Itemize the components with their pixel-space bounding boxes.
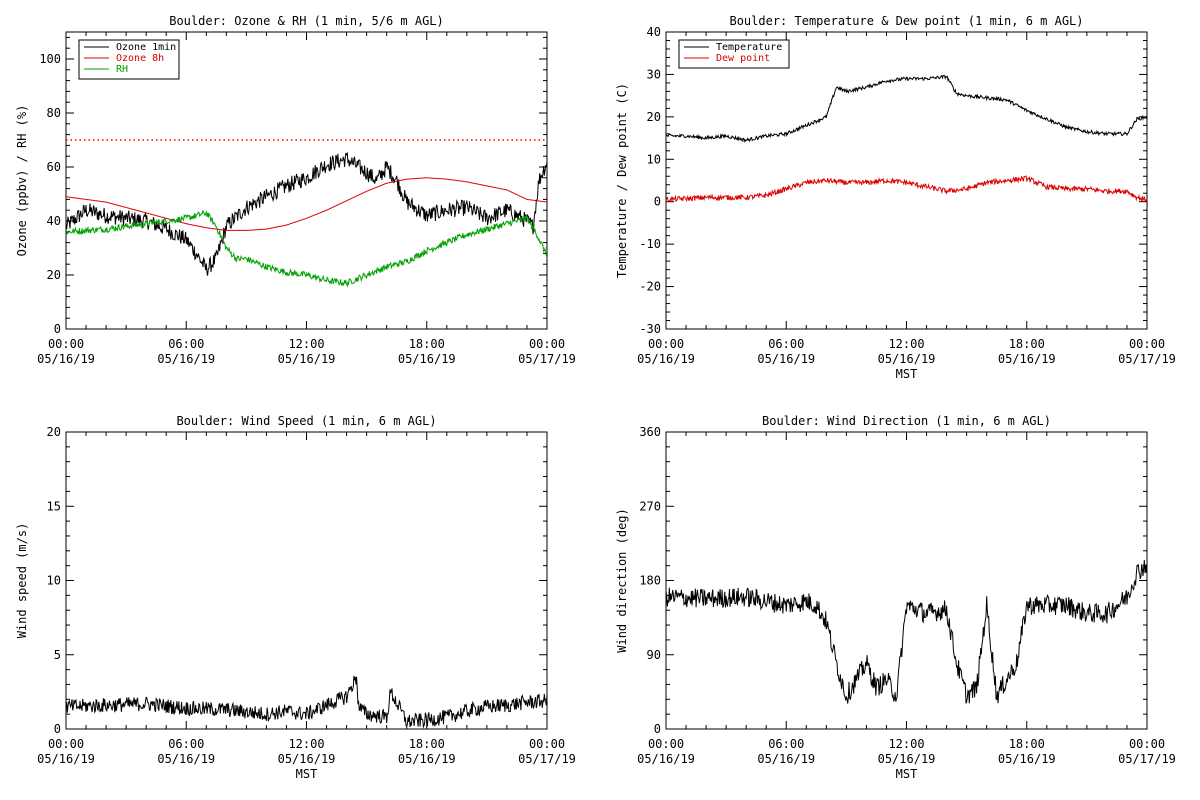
legend-entry: Temperature [716,42,782,53]
y-axis-label: Ozone (ppbv) / RH (%) [15,105,29,257]
x-tick-label-date: 05/16/19 [157,752,215,766]
x-tick-label-date: 05/16/19 [398,752,456,766]
x-tick-label-time: 00:00 [648,737,684,751]
x-tick-label-date: 05/16/19 [637,352,695,366]
chart-title: Boulder: Ozone & RH (1 min, 5/6 m AGL) [169,14,444,28]
x-tick-label-date: 05/16/19 [278,352,336,366]
x-tick-label-time: 12:00 [888,737,924,751]
x-tick-label-time: 00:00 [529,737,565,751]
chart-panel-3: Boulder: Wind Speed (1 min, 6 m AGL) 0 5 10… [15,414,576,781]
x-tick-label-date: 05/17/19 [1118,352,1176,366]
x-tick-label-time: 12:00 [888,337,924,351]
legend-entry: Ozone 8h [116,53,164,64]
x-tick-label-date: 05/16/19 [37,752,95,766]
y-tick-label: 30 [647,67,661,81]
x-tick-label-date: 05/16/19 [878,352,936,366]
series-line-2 [666,175,1147,203]
x-tick-label-time: 00:00 [529,337,565,351]
x-tick-label-time: 00:00 [648,337,684,351]
x-tick-label-time: 00:00 [48,737,84,751]
x-tick-label-date: 05/17/19 [518,752,576,766]
chart-panel-2: Boulder: Temperature & Dew point (1 min,… [615,14,1176,381]
y-tick-label: 10 [647,152,661,166]
x-tick-label-date: 05/16/19 [757,752,815,766]
x-tick-label-time: 18:00 [1009,337,1045,351]
chart-title: Boulder: Temperature & Dew point (1 min,… [729,14,1083,28]
y-tick-label: 80 [47,106,61,120]
x-tick-label-time: 12:00 [288,737,324,751]
y-tick-label: 40 [647,25,661,39]
x-tick-label-time: 06:00 [168,337,204,351]
x-tick-label-time: 06:00 [768,337,804,351]
y-axis-label: Temperature / Dew point (C) [615,83,629,278]
y-tick-label: 20 [47,425,61,439]
y-tick-label: 40 [47,214,61,228]
y-tick-label: 100 [39,52,61,66]
x-tick-label-date: 05/16/19 [398,352,456,366]
y-tick-label: 270 [639,499,661,513]
legend-entry: Ozone 1min [116,42,176,53]
y-axis-label: Wind direction (deg) [615,508,629,653]
x-axis-label: MST [896,367,918,381]
y-tick-label: 10 [47,574,61,588]
y-tick-label: 15 [47,499,61,513]
x-tick-label-time: 00:00 [48,337,84,351]
chart-panel-1: Boulder: Ozone & RH (1 min, 5/6 m AGL) 0 2… [15,14,576,366]
x-tick-label-date: 05/16/19 [998,752,1056,766]
series-line-1 [66,151,547,276]
x-tick-label-time: 18:00 [409,737,445,751]
y-tick-label: 180 [639,574,661,588]
x-tick-label-date: 05/17/19 [1118,752,1176,766]
legend-entry: Dew point [716,53,770,64]
series-line-2 [66,177,547,231]
x-axis-label: MST [296,767,318,781]
chart-title: Boulder: Wind Direction (1 min, 6 m AGL) [762,414,1051,428]
y-tick-label: -20 [639,280,661,294]
x-tick-label-date: 05/17/19 [518,352,576,366]
series-line-1 [666,74,1147,144]
y-tick-label: 0 [54,722,61,736]
x-tick-label-time: 06:00 [768,737,804,751]
y-tick-label: 0 [654,722,661,736]
chart-panel-4: Boulder: Wind Direction (1 min, 6 m AGL)… [615,414,1176,781]
series-line-1 [666,559,1147,704]
legend-entry: RH [116,64,128,75]
y-tick-label: 60 [47,160,61,174]
y-tick-label: 360 [639,425,661,439]
y-axis-label: Wind speed (m/s) [15,523,29,639]
y-tick-label: 20 [647,110,661,124]
y-tick-label: -30 [639,322,661,336]
y-tick-label: 0 [54,322,61,336]
y-tick-label: 90 [647,648,661,662]
series-line-1 [66,675,547,729]
chart-title: Boulder: Wind Speed (1 min, 6 m AGL) [176,414,436,428]
plot-frame [65,431,548,730]
x-tick-label-date: 05/16/19 [998,352,1056,366]
y-tick-label: -10 [639,237,661,251]
x-tick-label-date: 05/16/19 [157,352,215,366]
x-tick-label-time: 18:00 [409,337,445,351]
x-tick-label-time: 00:00 [1129,337,1165,351]
y-tick-label: 20 [47,268,61,282]
legend-box [678,39,790,69]
x-tick-label-date: 05/16/19 [637,752,695,766]
y-tick-label: 5 [54,648,61,662]
y-tick-label: 0 [654,195,661,209]
x-tick-label-time: 18:00 [1009,737,1045,751]
x-tick-label-date: 05/16/19 [278,752,336,766]
x-tick-label-date: 05/16/19 [37,352,95,366]
x-tick-label-time: 12:00 [288,337,324,351]
series-line-3 [66,209,547,288]
x-tick-label-date: 05/16/19 [757,352,815,366]
x-tick-label-time: 00:00 [1129,737,1165,751]
x-axis-label: MST [896,767,918,781]
x-tick-label-time: 06:00 [168,737,204,751]
x-tick-label-date: 05/16/19 [878,752,936,766]
plot-frame [665,431,1148,730]
